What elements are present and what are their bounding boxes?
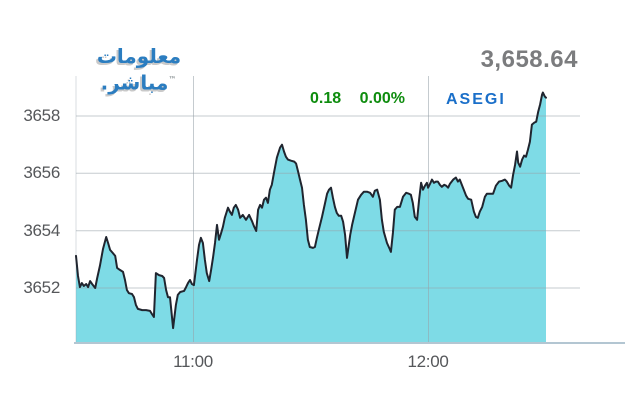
mubasher-logo: معلومات ™مباشر. xyxy=(86,44,192,95)
y-axis-tick-label: 3658 xyxy=(23,106,60,125)
price-line xyxy=(75,91,547,330)
logo-line2: ™مباشر. xyxy=(86,68,192,95)
logo-line2-text: مباشر. xyxy=(100,70,169,95)
x-axis-tick-label: 11:00 xyxy=(173,352,213,371)
y-axis-tick-label: 3656 xyxy=(23,163,60,182)
trademark-symbol: ™ xyxy=(168,75,177,84)
change-row: 0.18 0.00% xyxy=(310,90,405,108)
index-symbol: ASEGI xyxy=(446,91,506,108)
change-absolute: 0.18 xyxy=(310,90,342,107)
x-axis-tick-label: 12:00 xyxy=(407,352,449,371)
logo-line1: معلومات xyxy=(96,44,182,68)
y-axis-tick-label: 3654 xyxy=(23,221,60,240)
y-axis-tick-label: 3652 xyxy=(23,278,60,297)
last-price-value: 3,658.64 xyxy=(480,46,578,73)
change-percent: 0.00% xyxy=(359,90,405,107)
